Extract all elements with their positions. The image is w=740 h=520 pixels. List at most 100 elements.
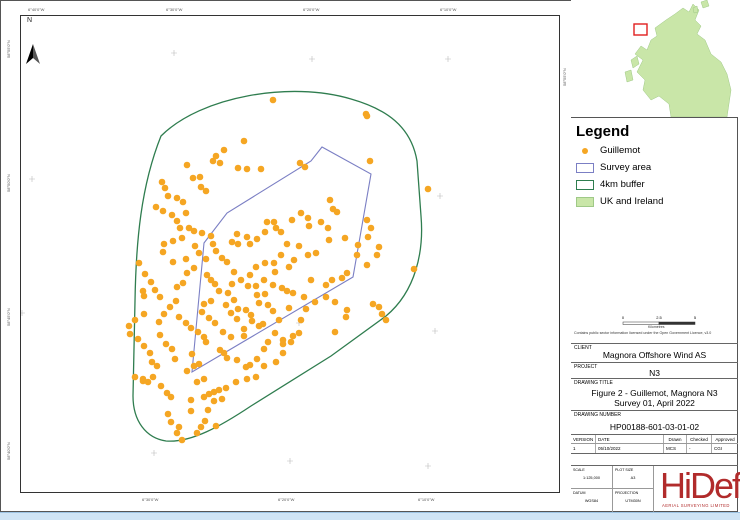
guillemot-point [228, 280, 236, 288]
guillemot-point [144, 378, 152, 386]
scale-tick-label: 5 [694, 315, 697, 320]
buffer-swatch-icon [576, 179, 594, 190]
guillemot-point [227, 309, 235, 317]
guillemot-point [269, 96, 277, 104]
client-value: Magnora Offshore Wind AS [602, 350, 707, 360]
guillemot-point [304, 214, 312, 222]
guillemot-point [247, 311, 255, 319]
guillemot-point [283, 287, 291, 295]
guillemot-point [222, 384, 230, 392]
guillemot-point [140, 342, 148, 350]
legend-item-uk-ireland: UK and Ireland [576, 196, 663, 207]
guillemot-point [215, 386, 223, 394]
guillemot-point [178, 234, 186, 242]
revision-cell: 1 [571, 444, 596, 453]
guillemot-point [252, 282, 260, 290]
legend-item-label: Guillemot [600, 145, 641, 156]
guillemot-point [161, 184, 169, 192]
guillemot-point [182, 255, 190, 263]
guillemot-point [253, 235, 261, 243]
project-label: PROJECT [574, 364, 598, 370]
guillemot-point [331, 328, 339, 336]
datum-label: DATUM [573, 491, 586, 495]
guillemot-point [269, 307, 277, 315]
scale-label: SCALE [573, 468, 585, 472]
guillemot-point [233, 230, 241, 238]
guillemot-point [125, 322, 133, 330]
guillemot-point [240, 332, 248, 340]
guillemot-point [279, 349, 287, 357]
drawing-title-block: DRAWING TITLE Figure 2 - Guillemot, Magn… [571, 378, 738, 410]
graticule-label-left: 58°50'0"N [6, 174, 11, 192]
guillemot-point [218, 395, 226, 403]
guillemot-point [275, 316, 283, 324]
guillemot-point [326, 196, 334, 204]
north-label: N [27, 17, 33, 24]
guillemot-point [196, 173, 204, 181]
guillemot-point [364, 233, 372, 241]
guillemot-point [272, 358, 280, 366]
guillemot-point [183, 161, 191, 169]
guillemot-point [253, 291, 261, 299]
guillemot-point [253, 355, 261, 363]
guillemot-point [257, 165, 265, 173]
guillemot-point [168, 345, 176, 353]
buffer-outline [132, 90, 423, 442]
guillemot-point [139, 375, 147, 383]
guillemot-point [160, 310, 168, 318]
guillemot-point [285, 304, 293, 312]
guillemot-point [331, 298, 339, 306]
client-block: CLIENT Magnora Offshore Wind AS [571, 343, 738, 362]
guillemot-point [277, 251, 285, 259]
survey-area-swatch-icon [576, 162, 594, 173]
hidef-logo-subtitle: AERIAL SURVEYING LIMITED [662, 503, 730, 508]
guillemot-point [197, 183, 205, 191]
guillemot-point [179, 198, 187, 206]
guillemot-point [202, 255, 210, 263]
guillemot-point [242, 306, 250, 314]
inset-overview-map[interactable] [571, 0, 738, 118]
guillemot-point [255, 299, 263, 307]
guillemot-point [289, 289, 297, 297]
map-panel[interactable]: N [20, 15, 560, 493]
guillemot-point [152, 203, 160, 211]
guillemot-point [343, 306, 351, 314]
guillemot-point [179, 279, 187, 287]
guillemot-point [264, 301, 272, 309]
graticule-label-top: 6°30'0"W [166, 7, 183, 12]
guillemot-point [218, 254, 226, 262]
guillemot-point [169, 258, 177, 266]
guillemot-point [223, 354, 231, 362]
datum-value: WGS84 [584, 499, 599, 503]
guillemot-point [160, 240, 168, 248]
guillemot-point [173, 194, 181, 202]
survey-area-outline [191, 146, 372, 374]
guillemot-point [210, 397, 218, 405]
guillemot-point [188, 350, 196, 358]
legend-title: Legend [576, 123, 630, 140]
graticule-label-bottom: 6°10'0"W [418, 497, 435, 502]
guillemot-point [242, 363, 250, 371]
guillemot-point [246, 271, 254, 279]
guillemot-point [296, 159, 304, 167]
scale-bar: 0 2.5 5 [622, 315, 697, 325]
guillemot-point [223, 258, 231, 266]
guillemot-point [159, 248, 167, 256]
guillemot-point [222, 301, 230, 309]
licence-credit: Contains public sector information licen… [574, 331, 712, 335]
guillemot-point [183, 269, 191, 277]
guillemot-point [164, 410, 172, 418]
guillemot-point [338, 274, 346, 282]
island-shape [630, 55, 640, 69]
guillemot-point [263, 218, 271, 226]
plot-size-value: A3 [630, 476, 636, 480]
guillemot-point [182, 319, 190, 327]
guillemot-point [366, 157, 374, 165]
guillemot-point [204, 406, 212, 414]
guillemot-point [271, 268, 279, 276]
graticule-label-left: 58°40'0"N [6, 442, 11, 460]
guillemot-point [207, 297, 215, 305]
map-canvas[interactable] [21, 16, 559, 492]
drawing-number-block: DRAWING NUMBER HP00188-601-03-01-02 [571, 410, 738, 434]
graticule-label-top: 6°40'0"W [28, 7, 45, 12]
